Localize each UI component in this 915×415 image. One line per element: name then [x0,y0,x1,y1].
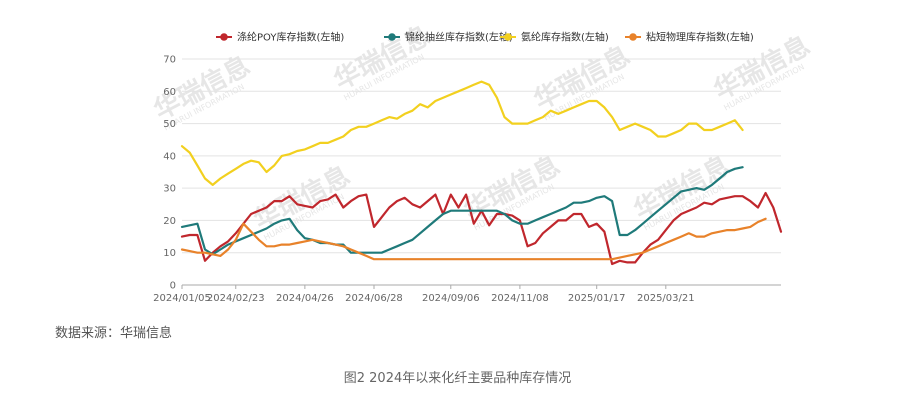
y-tick-label: 60 [163,87,176,98]
legend-label: 粘短物理库存指数(左轴) [646,31,754,44]
y-axis: 0 10 20 30 40 50 60 70 [163,55,176,292]
x-tick-label: 2024/04/26 [276,293,334,304]
series-line-2 [180,80,744,186]
series-line-3 [180,217,767,261]
legend-swatch-marker [504,33,512,41]
legend-item-0: 涤纶POY库存指数(左轴) [216,31,344,44]
legend-swatch-marker [220,33,228,41]
x-tick-label: 2025/01/17 [568,293,626,304]
x-tick-label: 2024/09/06 [422,293,480,304]
x-tick-label: 2025/03/21 [637,293,695,304]
legend-label: 涤纶POY库存指数(左轴) [237,31,344,44]
legend-label: 锦纶抽丝库存指数(左轴) [405,31,513,44]
legend-swatch-marker [629,33,637,41]
legend: 涤纶POY库存指数(左轴) 锦纶抽丝库存指数(左轴) 氨纶库存指数(左轴) 粘短物理库… [216,31,754,44]
x-tick-label: 2024/02/23 [207,293,265,304]
series-line-1 [180,166,744,256]
legend-label: 氨纶库存指数(左轴) [521,31,609,44]
figure-caption: 图2 2024年以来化纤主要品种库存情况 [343,371,572,386]
y-tick-label: 10 [163,248,176,259]
legend-swatch-marker [388,33,396,41]
x-tick-label: 2024/11/08 [491,293,549,304]
y-tick-label: 30 [163,184,176,195]
x-tick-label: 2024/01/05 [153,293,211,304]
gridlines [182,58,781,286]
series-lines [180,80,783,266]
legend-item-1: 锦纶抽丝库存指数(左轴) [384,31,513,44]
y-tick-label: 20 [163,216,176,227]
y-tick-label: 40 [163,151,176,162]
data-source-note: 数据来源：华瑞信息 [55,326,173,341]
y-tick-label: 50 [163,119,176,130]
legend-item-2: 氨纶库存指数(左轴) [500,31,609,44]
legend-item-3: 粘短物理库存指数(左轴) [625,31,754,44]
x-tick-label: 2024/06/28 [345,293,403,304]
y-tick-label: 0 [170,281,176,292]
y-tick-label: 70 [163,55,176,66]
